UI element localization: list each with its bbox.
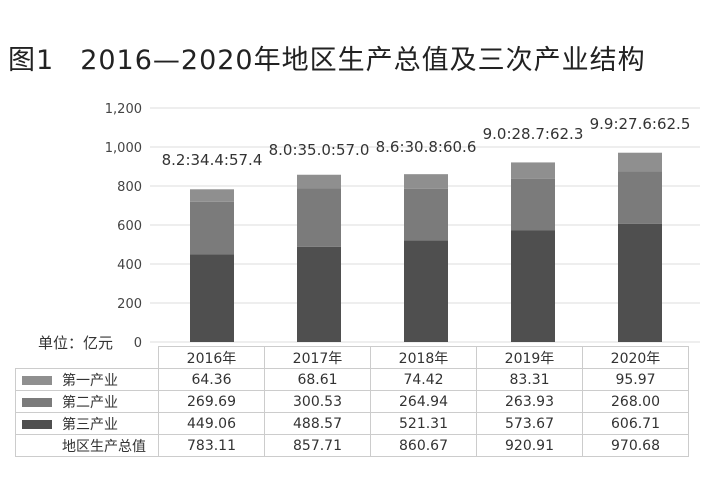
table-row: 第一产业 64.36 68.61 74.42 83.31 95.97	[15, 368, 689, 391]
bar-segment	[618, 171, 662, 224]
structure-ratio-label: 8.2:34.4:57.4	[162, 151, 263, 169]
table-header-row: 2016年 2017年 2018年 2019年 2020年	[16, 346, 689, 369]
table-cell: 263.93	[476, 390, 583, 413]
table-cell: 449.06	[158, 412, 265, 435]
table-cell: 68.61	[264, 368, 371, 391]
col-header: 2017年	[264, 346, 371, 369]
legend-swatch	[22, 398, 52, 407]
table-cell: 74.42	[370, 368, 477, 391]
bar-segment	[618, 223, 662, 342]
legend-swatch	[22, 376, 52, 385]
table-row: 第二产业 269.69 300.53 264.94 263.93 268.00	[15, 390, 689, 413]
y-tick-label: 1,000	[105, 141, 142, 156]
figure-number: 图1	[8, 45, 55, 76]
chart-title: 图1 2016—2020年地区生产总值及三次产业结构	[8, 38, 646, 77]
bar-segment	[618, 152, 662, 172]
row-label: 第一产业	[15, 368, 159, 391]
row-label: 第二产业	[15, 390, 159, 413]
col-header: 2016年	[158, 346, 265, 369]
table-cell: 860.67	[370, 434, 477, 457]
structure-ratio-label: 8.0:35.0:57.0	[269, 141, 370, 159]
bar-segment	[297, 246, 341, 342]
table-cell: 83.31	[476, 368, 583, 391]
bar-segment	[511, 230, 555, 342]
structure-ratio-label: 9.0:28.7:62.3	[483, 125, 584, 143]
table-cell: 970.68	[582, 434, 689, 457]
table-cell: 64.36	[158, 368, 265, 391]
bar-segment	[190, 201, 234, 255]
table-cell: 920.91	[476, 434, 583, 457]
table-cell: 95.97	[582, 368, 689, 391]
bar-segment	[297, 188, 341, 247]
structure-ratio-label: 9.9:27.6:62.5	[590, 115, 691, 133]
y-tick-label: 800	[117, 180, 142, 195]
table-cell: 264.94	[370, 390, 477, 413]
table-cell: 783.11	[158, 434, 265, 457]
header-blank	[16, 347, 159, 369]
table-cell: 573.67	[476, 412, 583, 435]
table-cell: 300.53	[264, 390, 371, 413]
row-label-text: 第三产业	[62, 416, 118, 433]
table-cell: 606.71	[582, 412, 689, 435]
structure-ratio-label: 8.6:30.8:60.6	[376, 138, 477, 156]
table-cell: 488.57	[264, 412, 371, 435]
col-header: 2020年	[582, 346, 689, 369]
y-tick-label: 0	[134, 336, 142, 351]
bar-segment	[190, 189, 234, 202]
table-cell: 269.69	[158, 390, 265, 413]
bar-segment	[404, 240, 448, 342]
bar-segment	[297, 174, 341, 189]
y-tick-label: 400	[117, 258, 142, 273]
table-cell: 857.71	[264, 434, 371, 457]
bar-segment	[190, 254, 234, 342]
unit-label: 单位：亿元	[38, 334, 114, 352]
row-label: 地区生产总值	[15, 434, 159, 457]
y-tick-label: 200	[117, 297, 142, 312]
row-label-text: 第二产业	[62, 394, 118, 411]
y-tick-label: 600	[117, 219, 142, 234]
bar-segment	[511, 162, 555, 179]
table-cell: 521.31	[370, 412, 477, 435]
y-tick-label: 1,200	[105, 102, 142, 117]
table-cell: 268.00	[582, 390, 689, 413]
col-header: 2018年	[370, 346, 477, 369]
row-label-text: 第一产业	[62, 372, 118, 389]
legend-swatch	[22, 420, 52, 429]
data-table: 2016年 2017年 2018年 2019年 2020年 第一产业 64.36 6…	[15, 346, 689, 457]
bar-segment	[511, 178, 555, 231]
bar-segment	[404, 188, 448, 241]
legend-swatch-empty	[22, 442, 52, 451]
table-row: 地区生产总值 783.11 857.71 860.67 920.91 970.68	[15, 434, 689, 457]
table-row: 第三产业 449.06 488.57 521.31 573.67 606.71	[15, 412, 689, 435]
row-label: 第三产业	[15, 412, 159, 435]
bar-segment	[404, 174, 448, 189]
title-text: 2016—2020年地区生产总值及三次产业结构	[80, 45, 646, 76]
col-header: 2019年	[476, 346, 583, 369]
row-label-text: 地区生产总值	[62, 438, 146, 455]
